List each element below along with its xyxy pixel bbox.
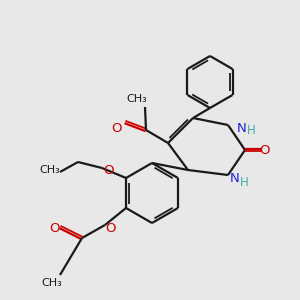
Text: H: H (240, 176, 248, 188)
Text: O: O (111, 122, 121, 134)
Text: H: H (247, 124, 255, 137)
Text: O: O (105, 221, 115, 235)
Text: O: O (260, 143, 270, 157)
Text: N: N (237, 122, 247, 134)
Text: O: O (49, 223, 59, 236)
Text: CH₃: CH₃ (40, 165, 60, 175)
Text: CH₃: CH₃ (42, 278, 62, 288)
Text: CH₃: CH₃ (127, 94, 147, 104)
Text: N: N (230, 172, 240, 184)
Text: O: O (103, 164, 113, 176)
